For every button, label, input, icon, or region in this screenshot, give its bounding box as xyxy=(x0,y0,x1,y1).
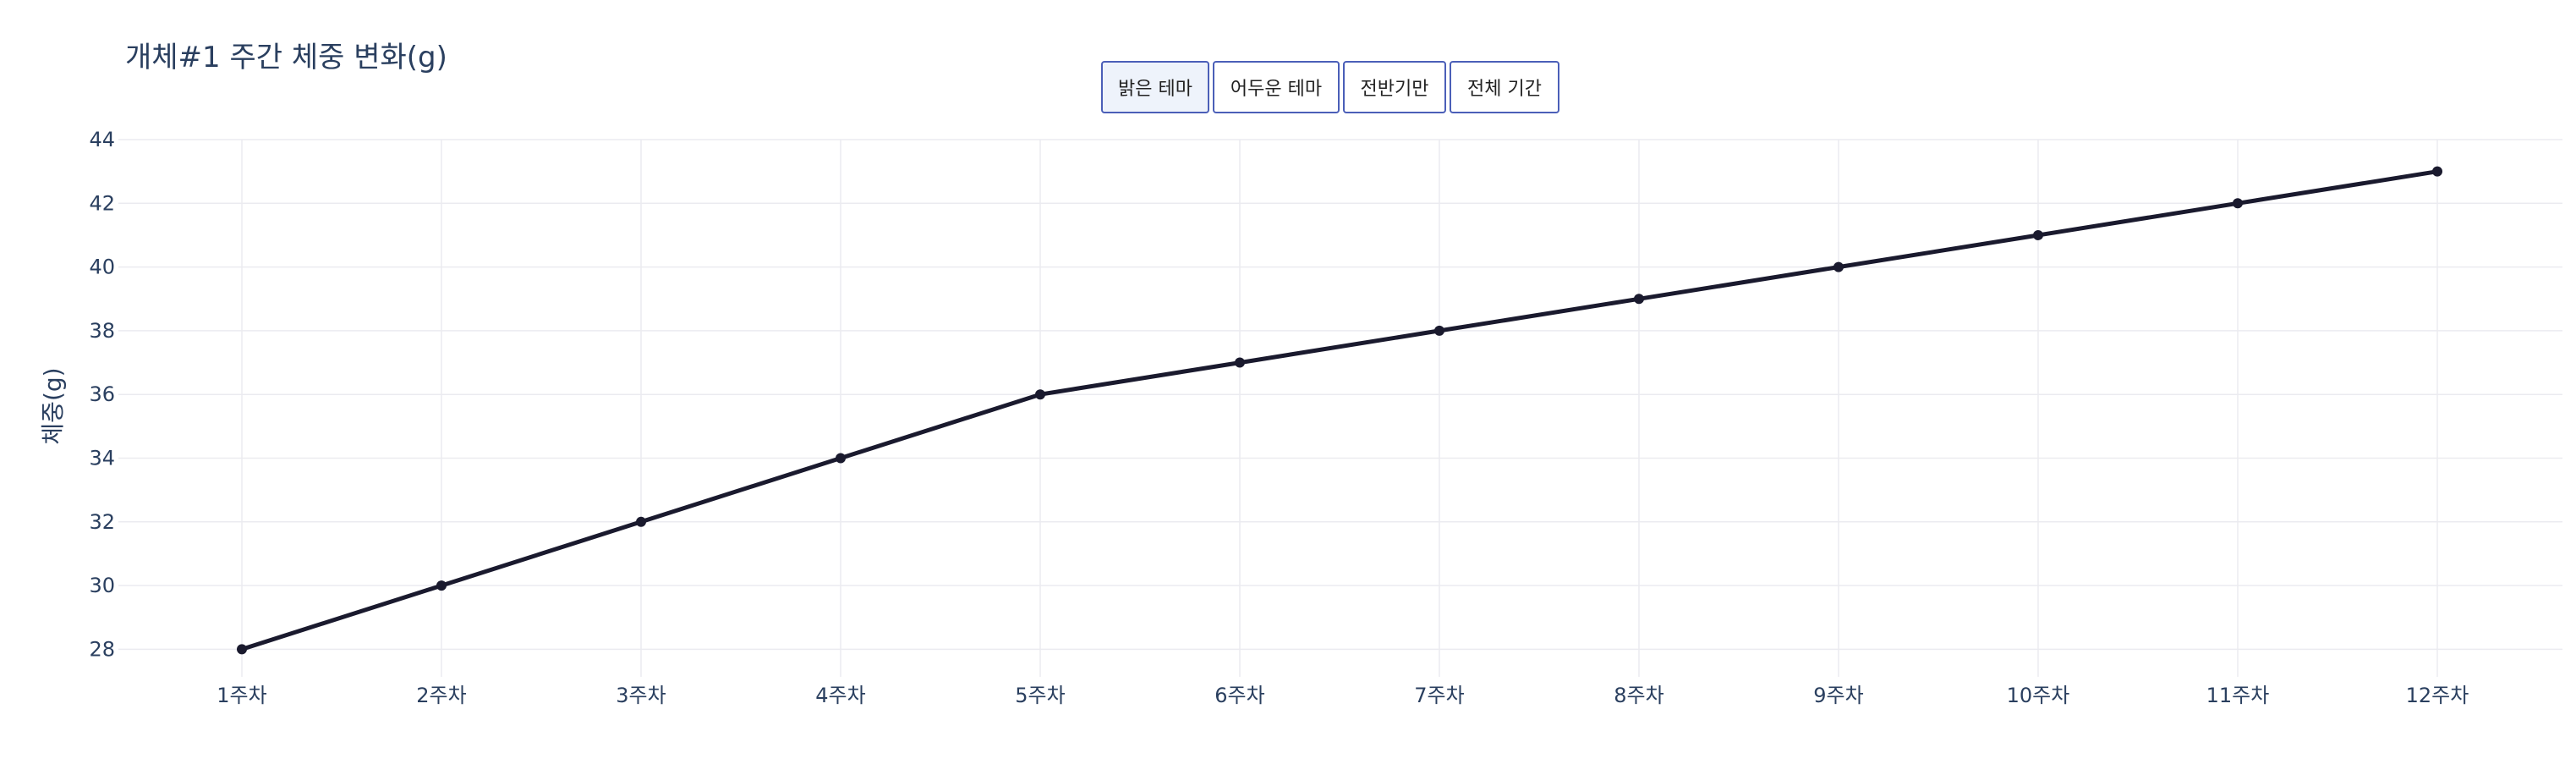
data-point[interactable] xyxy=(836,453,846,464)
dark-theme-button[interactable]: 어두운 테마 xyxy=(1213,61,1340,113)
y-tick-label: 44 xyxy=(89,128,115,151)
first-half-button[interactable]: 전반기만 xyxy=(1343,61,1446,113)
x-tick-label: 4주차 xyxy=(815,684,865,707)
data-point[interactable] xyxy=(2432,166,2442,177)
y-tick-label: 36 xyxy=(89,382,115,406)
data-point[interactable] xyxy=(1634,294,1644,305)
x-tick-label: 1주차 xyxy=(216,684,266,707)
data-point[interactable] xyxy=(2233,198,2243,209)
x-tick-label: 7주차 xyxy=(1414,684,1464,707)
x-tick-label: 11주차 xyxy=(2206,684,2270,707)
light-theme-button[interactable]: 밝은 테마 xyxy=(1101,61,1209,113)
y-tick-label: 28 xyxy=(89,637,115,661)
x-tick-label: 8주차 xyxy=(1614,684,1663,707)
x-tick-label: 10주차 xyxy=(2007,684,2070,707)
data-point[interactable] xyxy=(436,580,447,591)
gridlines xyxy=(118,139,2562,677)
y-tick-label: 40 xyxy=(89,256,115,279)
x-axis-ticks: 1주차 2주차 3주차 4주차 5주차 6주차 7주차 8주차 9주차 10주차 11주차 12주차 xyxy=(216,684,2469,707)
y-tick-label: 38 xyxy=(89,319,115,343)
data-point[interactable] xyxy=(2033,229,2043,240)
y-axis-title: 체중(g) xyxy=(39,367,67,444)
data-point[interactable] xyxy=(1235,357,1245,368)
y-axis-ticks: 28 30 32 34 36 38 40 42 44 xyxy=(89,128,115,661)
series-line xyxy=(239,169,2440,651)
y-tick-label: 42 xyxy=(89,191,115,215)
data-point[interactable] xyxy=(1035,389,1045,400)
y-tick-label: 34 xyxy=(89,447,115,470)
x-tick-label: 5주차 xyxy=(1015,684,1065,707)
y-tick-label: 30 xyxy=(89,574,115,597)
series-layer xyxy=(237,166,2442,655)
data-point[interactable] xyxy=(237,644,247,655)
full-period-button[interactable]: 전체 기간 xyxy=(1450,61,1559,113)
y-tick-label: 32 xyxy=(89,510,115,534)
x-tick-label: 3주차 xyxy=(616,684,666,707)
x-tick-label: 2주차 xyxy=(416,684,466,707)
x-tick-label: 12주차 xyxy=(2406,684,2469,707)
x-tick-label: 6주차 xyxy=(1214,684,1264,707)
chart-title: 개체#1 주간 체중 변화(g) xyxy=(125,41,447,74)
x-tick-label: 9주차 xyxy=(1813,684,1863,707)
data-point[interactable] xyxy=(1434,325,1444,336)
data-point[interactable] xyxy=(636,516,646,527)
data-point[interactable] xyxy=(1833,261,1844,272)
